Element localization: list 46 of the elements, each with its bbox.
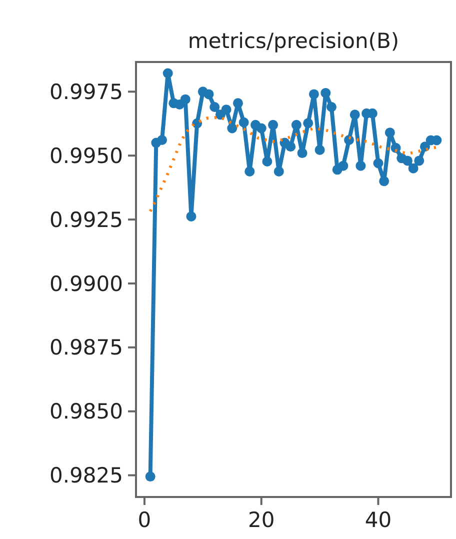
- point: [262, 156, 272, 166]
- point: [238, 117, 249, 128]
- point: [297, 148, 308, 158]
- point: [384, 128, 395, 138]
- point: [180, 94, 190, 104]
- point: [256, 123, 266, 134]
- x-tick-label: 0: [138, 508, 152, 532]
- point: [227, 123, 238, 134]
- point: [186, 211, 196, 222]
- chart-title: metrics/precision(B): [188, 29, 400, 53]
- point: [408, 163, 418, 174]
- point: [303, 118, 314, 128]
- point: [414, 156, 424, 166]
- point: [204, 89, 214, 100]
- point: [221, 104, 232, 115]
- point: [291, 120, 302, 130]
- point: [274, 166, 284, 176]
- y-tick-label: 0.9825: [50, 464, 123, 488]
- y-tick-label: 0.9975: [50, 80, 123, 104]
- point: [145, 472, 156, 482]
- point: [286, 142, 296, 152]
- point: [162, 68, 173, 78]
- point: [157, 135, 168, 145]
- point: [308, 89, 319, 100]
- point: [326, 102, 336, 112]
- x-tick-label: 20: [248, 508, 275, 532]
- point: [314, 144, 325, 155]
- y-tick-label: 0.9925: [50, 208, 123, 232]
- point: [320, 88, 331, 98]
- y-tick-label: 0.9875: [50, 336, 123, 360]
- point: [210, 102, 220, 112]
- point: [390, 142, 401, 153]
- point: [268, 120, 278, 130]
- point: [356, 160, 366, 171]
- point: [232, 98, 243, 108]
- x-tick-label: 40: [364, 508, 392, 532]
- y-tick-label: 0.9900: [50, 272, 123, 296]
- y-tick-label: 0.9850: [50, 400, 123, 424]
- y-tick-label: 0.9950: [50, 144, 123, 168]
- point: [338, 160, 348, 171]
- point: [379, 176, 390, 186]
- point: [402, 156, 412, 166]
- point: [373, 158, 384, 168]
- point: [244, 166, 255, 176]
- point: [350, 110, 360, 120]
- point: [344, 135, 354, 145]
